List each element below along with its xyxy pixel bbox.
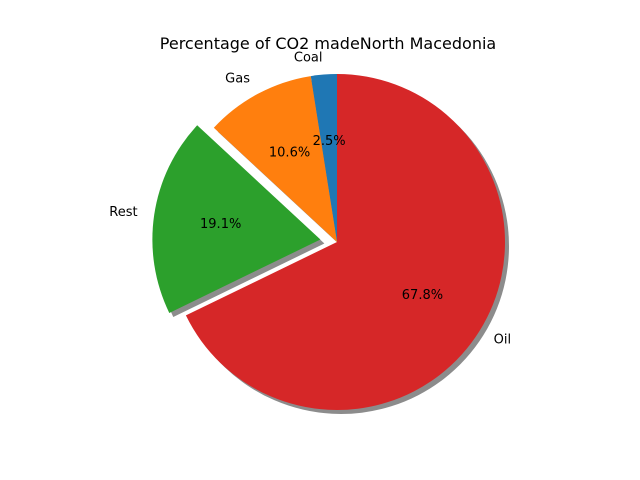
- slice-percent-coal: 2.5%: [313, 134, 346, 149]
- slice-label-rest: Rest: [109, 205, 137, 220]
- pie-slice-coal: [310, 74, 337, 242]
- slice-label-oil: Oil: [494, 333, 511, 348]
- chart-title: Percentage of CO2 madeNorth Macedonia: [160, 34, 496, 53]
- slice-label-gas: Gas: [225, 71, 250, 86]
- pie-slice-rest: [152, 125, 321, 313]
- pie-slices: [152, 74, 506, 410]
- pie-labels: Coal 2.5% Gas 10.6% Rest 19.1% Oil 67.8%: [109, 50, 511, 347]
- slice-percent-rest: 19.1%: [200, 217, 241, 232]
- pie-slice-gas: [213, 76, 337, 242]
- pie-slice-oil: [185, 74, 506, 410]
- slice-label-coal: Coal: [294, 50, 323, 65]
- slice-percent-gas: 10.6%: [269, 146, 310, 161]
- slice-percent-oil: 67.8%: [402, 288, 443, 303]
